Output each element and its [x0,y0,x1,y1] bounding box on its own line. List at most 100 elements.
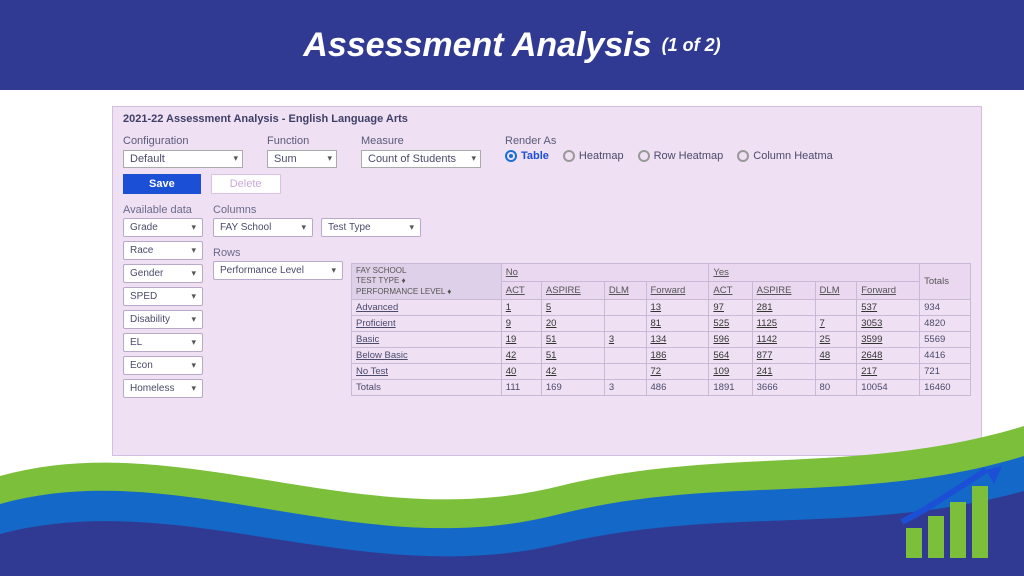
columns-area: Columns FAY School▾ Test Type▾ Rows Perfo… [213,200,971,402]
radio-icon [563,150,575,162]
row-performance-level[interactable]: Performance Level▾ [213,261,343,280]
subcol-forward[interactable]: Forward [857,282,920,300]
slide-header: Assessment Analysis (1 of 2) [0,0,1024,90]
subcol-forward[interactable]: Forward [646,282,709,300]
filter-icon: ▾ [301,223,306,232]
columns-label: Columns [213,204,971,216]
render-control: Render As Table Heatmap Row Heatmap Column … [505,135,833,162]
pivot-corner: FAY SCHOOLTEST TYPE ♦PERFORMANCE LEVEL ♦ [352,264,502,300]
delete-button[interactable]: Delete [211,174,281,194]
cell[interactable]: 97 [709,300,752,316]
perf-row-proficient[interactable]: Proficient [352,316,502,332]
cell[interactable]: 81 [646,316,709,332]
row-total: 934 [920,300,971,316]
subcol-aspire[interactable]: ASPIRE [752,282,815,300]
cell[interactable]: 525 [709,316,752,332]
available-disability[interactable]: Disability▾ [123,310,203,329]
cell[interactable]: 241 [752,364,815,380]
render-option-heatmap[interactable]: Heatmap [563,150,624,162]
cell[interactable]: 1142 [752,332,815,348]
configuration-select[interactable]: Default [123,150,243,168]
measure-control: Measure Count of Students [361,135,481,168]
filter-icon: ▾ [191,223,196,232]
column-test-type[interactable]: Test Type▾ [321,218,421,237]
group-no[interactable]: No [501,264,709,282]
cell[interactable]: 7 [815,316,857,332]
render-option-table[interactable]: Table [505,150,549,162]
filter-icon: ▾ [191,269,196,278]
subcol-dlm[interactable]: DLM [604,282,646,300]
cell[interactable]: 5 [541,300,604,316]
cell[interactable]: 72 [646,364,709,380]
filter-icon: ▾ [191,292,196,301]
cell[interactable]: 596 [709,332,752,348]
cell[interactable]: 3053 [857,316,920,332]
cell[interactable]: 1 [501,300,541,316]
rows-label: Rows [213,247,971,259]
cell [815,300,857,316]
radio-icon [737,150,749,162]
perf-row-basic[interactable]: Basic [352,332,502,348]
cell[interactable]: 40 [501,364,541,380]
render-option-column-heatma[interactable]: Column Heatma [737,150,832,162]
cell[interactable]: 134 [646,332,709,348]
totals-header: Totals [920,264,971,300]
perf-row-below-basic[interactable]: Below Basic [352,348,502,364]
cell: 169 [541,380,604,396]
cell[interactable]: 109 [709,364,752,380]
available-grade[interactable]: Grade▾ [123,218,203,237]
measure-select[interactable]: Count of Students [361,150,481,168]
perf-row-no-test[interactable]: No Test [352,364,502,380]
cell[interactable]: 42 [501,348,541,364]
cell[interactable]: 3 [604,332,646,348]
cell[interactable]: 537 [857,300,920,316]
row-total: 5569 [920,332,971,348]
configuration-control: Configuration Default [123,135,243,168]
cell[interactable]: 877 [752,348,815,364]
subcol-act[interactable]: ACT [709,282,752,300]
column-fay-school[interactable]: FAY School▾ [213,218,313,237]
cell[interactable]: 564 [709,348,752,364]
cell[interactable]: 19 [501,332,541,348]
cell: 486 [646,380,709,396]
cell[interactable]: 9 [501,316,541,332]
cell: 10054 [857,380,920,396]
button-row: Save Delete [113,168,981,200]
filter-icon: ▾ [191,384,196,393]
cell [604,316,646,332]
available-homeless[interactable]: Homeless▾ [123,379,203,398]
render-option-row-heatmap[interactable]: Row Heatmap [638,150,724,162]
subcol-act[interactable]: ACT [501,282,541,300]
group-yes[interactable]: Yes [709,264,920,282]
cell[interactable]: 3599 [857,332,920,348]
available-econ[interactable]: Econ▾ [123,356,203,375]
cell[interactable]: 25 [815,332,857,348]
row-total: 721 [920,364,971,380]
cell[interactable]: 42 [541,364,604,380]
cell[interactable]: 1125 [752,316,815,332]
subcol-aspire[interactable]: ASPIRE [541,282,604,300]
available-sped[interactable]: SPED▾ [123,287,203,306]
growth-chart-icon [898,466,1008,566]
cell[interactable]: 51 [541,332,604,348]
cell[interactable]: 186 [646,348,709,364]
cell[interactable]: 13 [646,300,709,316]
cell[interactable]: 51 [541,348,604,364]
function-select[interactable]: Sum [267,150,337,168]
subcol-dlm[interactable]: DLM [815,282,857,300]
cell: 80 [815,380,857,396]
row-total: 4820 [920,316,971,332]
cell[interactable]: 20 [541,316,604,332]
available-gender[interactable]: Gender▾ [123,264,203,283]
render-label: Render As [505,135,833,147]
available-el[interactable]: EL▾ [123,333,203,352]
cell [604,348,646,364]
cell[interactable]: 281 [752,300,815,316]
cell[interactable]: 48 [815,348,857,364]
cell[interactable]: 217 [857,364,920,380]
available-race[interactable]: Race▾ [123,241,203,260]
perf-row-advanced[interactable]: Advanced [352,300,502,316]
radio-icon [505,150,517,162]
cell[interactable]: 2648 [857,348,920,364]
save-button[interactable]: Save [123,174,201,194]
